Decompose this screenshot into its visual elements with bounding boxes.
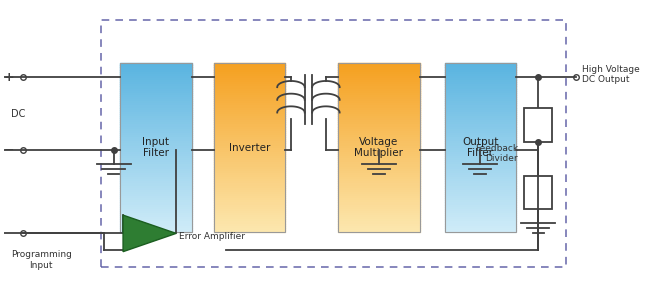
Bar	[101, 20, 566, 267]
Bar	[445, 63, 516, 232]
Bar	[214, 63, 285, 232]
Bar	[120, 63, 192, 232]
Bar	[525, 176, 552, 210]
Text: Programming
Input: Programming Input	[10, 250, 72, 270]
Text: Input
Filter: Input Filter	[142, 137, 169, 158]
Bar	[339, 63, 419, 232]
Text: Feedback
Divider: Feedback Divider	[475, 143, 518, 163]
Text: Error Amplifier: Error Amplifier	[179, 232, 245, 241]
Text: Inverter: Inverter	[229, 143, 270, 153]
Text: −: −	[3, 144, 14, 157]
Text: Output
Filter: Output Filter	[462, 137, 499, 158]
Text: DC: DC	[10, 109, 25, 119]
Bar	[525, 108, 552, 142]
Text: Voltage
Multiplier: Voltage Multiplier	[354, 137, 404, 158]
Polygon shape	[123, 215, 176, 252]
Text: High Voltage
DC Output: High Voltage DC Output	[582, 65, 640, 84]
Text: +: +	[3, 71, 14, 84]
